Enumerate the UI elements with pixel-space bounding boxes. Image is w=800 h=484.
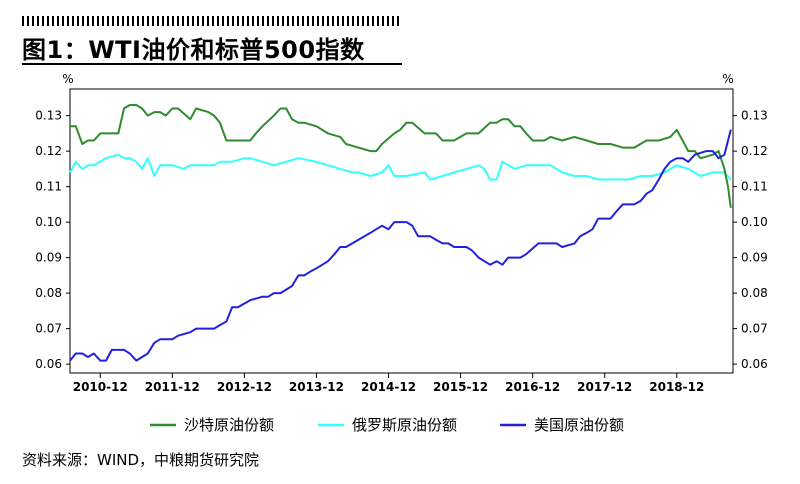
y-tick-label-right: 0.07 bbox=[741, 322, 768, 336]
legend-label-0: 沙特原油份额 bbox=[184, 416, 274, 434]
y-tick-label-right: 0.11 bbox=[741, 180, 768, 194]
y-tick-label-right: 0.09 bbox=[741, 251, 768, 265]
y-tick-label-right: 0.08 bbox=[741, 286, 768, 300]
y-tick-label-left: 0.09 bbox=[35, 251, 62, 265]
chart-title: 图1：WTI油价和标普500指数 bbox=[22, 36, 365, 64]
series-line-1 bbox=[69, 153, 732, 181]
y-tick-label-left: 0.08 bbox=[35, 286, 62, 300]
y-tick-label-left: 0.11 bbox=[35, 180, 62, 194]
x-tick-label: 2010-12 bbox=[73, 380, 128, 394]
y-tick-label-left: 0.12 bbox=[35, 144, 62, 158]
chart-legend: 沙特原油份额 俄罗斯原油份额 美国原油份额 bbox=[150, 416, 624, 434]
title-underline bbox=[22, 63, 402, 65]
y-tick-label-left: 0.07 bbox=[35, 322, 62, 336]
y-tick-label-right: 0.06 bbox=[741, 357, 768, 371]
y-tick-label-left: 0.10 bbox=[35, 215, 62, 229]
title-hatch-decoration bbox=[22, 16, 402, 26]
x-tick-label: 2011-12 bbox=[145, 380, 200, 394]
source-note: 资料来源：WIND，中粮期货研究院 bbox=[22, 451, 260, 469]
y-tick-label-right: 0.13 bbox=[741, 109, 768, 123]
left-axis-unit: % bbox=[62, 72, 73, 86]
y-tick-label-right: 0.12 bbox=[741, 144, 768, 158]
x-tick-label: 2013-12 bbox=[289, 380, 344, 394]
chart-series-lines bbox=[69, 104, 732, 362]
series-line-2 bbox=[69, 129, 732, 362]
plot-area-frame bbox=[69, 88, 734, 374]
x-tick-label: 2012-12 bbox=[217, 380, 272, 394]
x-tick-label: 2016-12 bbox=[505, 380, 560, 394]
legend-label-2: 美国原油份额 bbox=[534, 416, 624, 434]
x-tick-label: 2018-12 bbox=[649, 380, 704, 394]
series-line-0 bbox=[70, 104, 732, 209]
chart-axes: 0.06 0.06 0.07 0.07 0.08 0.08 0.09 0.09 0.10 0.10… bbox=[35, 72, 767, 394]
y-tick-label-left: 0.06 bbox=[35, 357, 62, 371]
y-tick-label-right: 0.10 bbox=[741, 215, 768, 229]
legend-label-1: 俄罗斯原油份额 bbox=[352, 416, 457, 434]
x-tick-label: 2015-12 bbox=[433, 380, 488, 394]
right-axis-unit: % bbox=[722, 72, 733, 86]
x-tick-label: 2014-12 bbox=[361, 380, 416, 394]
y-tick-label-left: 0.13 bbox=[35, 109, 62, 123]
x-tick-label: 2017-12 bbox=[577, 380, 632, 394]
